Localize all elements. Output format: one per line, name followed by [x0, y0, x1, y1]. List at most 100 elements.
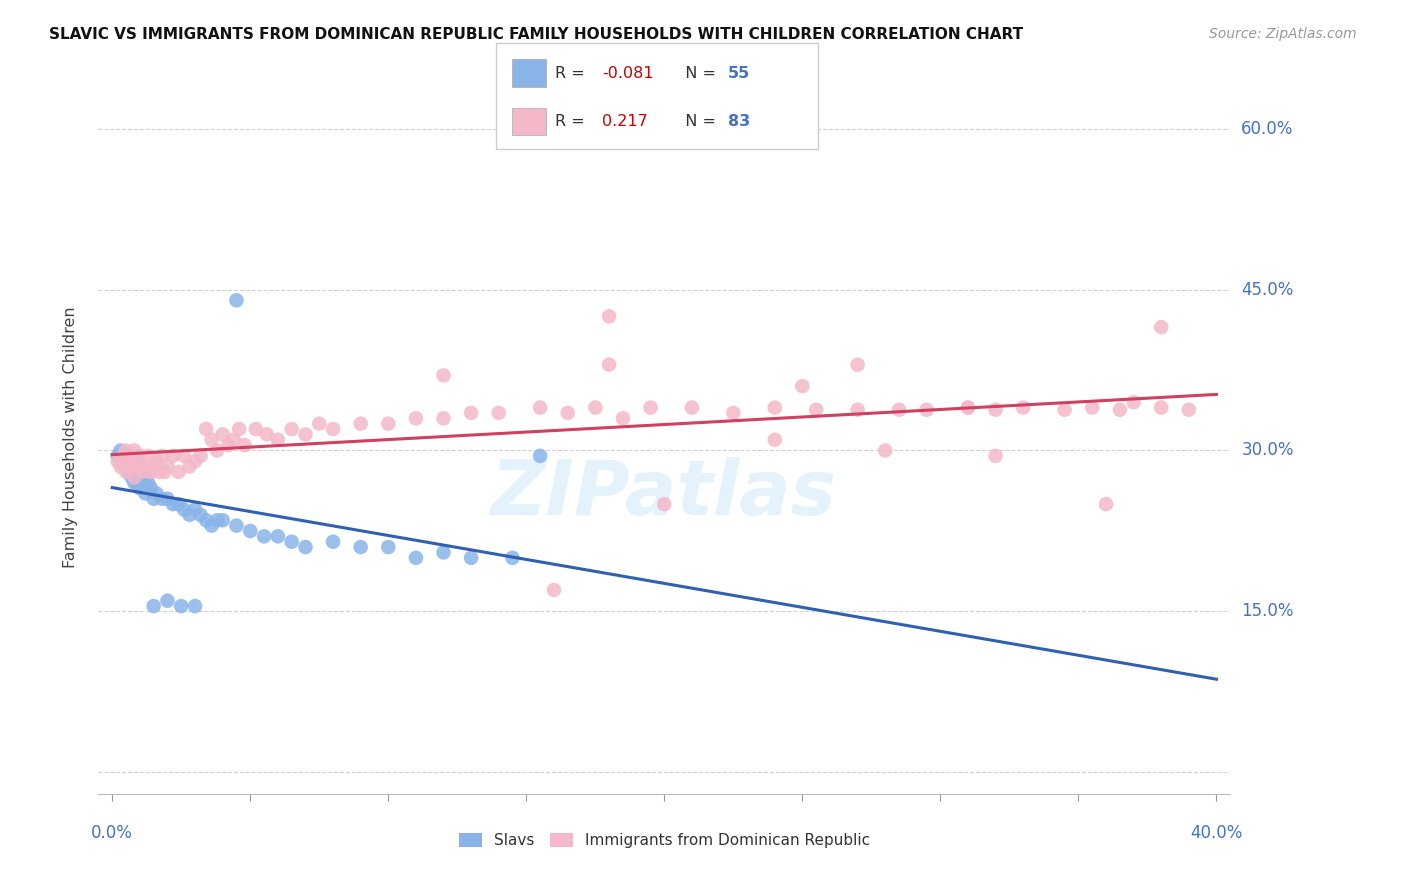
Point — [136, 475, 159, 490]
Point — [460, 550, 482, 565]
Point — [107, 454, 129, 468]
Point — [112, 449, 135, 463]
Point — [124, 465, 146, 479]
Text: SLAVIC VS IMMIGRANTS FROM DOMINICAN REPUBLIC FAMILY HOUSEHOLDS WITH CHILDREN COR: SLAVIC VS IMMIGRANTS FROM DOMINICAN REPU… — [49, 27, 1024, 42]
Point — [150, 449, 173, 463]
Point — [245, 422, 267, 436]
Point — [225, 293, 247, 308]
Point — [308, 417, 330, 431]
Point — [115, 465, 138, 479]
Point — [110, 459, 132, 474]
Text: 45.0%: 45.0% — [1241, 280, 1294, 299]
Point — [107, 449, 129, 463]
Point — [652, 497, 676, 511]
Point — [110, 443, 132, 458]
Point — [134, 459, 156, 474]
Legend: Slavs, Immigrants from Dominican Republic: Slavs, Immigrants from Dominican Republi… — [453, 827, 876, 854]
Point — [405, 411, 427, 425]
Point — [145, 454, 167, 468]
Point — [148, 465, 170, 479]
Point — [156, 593, 179, 607]
Point — [115, 449, 138, 463]
Text: -0.081: -0.081 — [602, 66, 654, 81]
Point — [405, 550, 427, 565]
Point — [184, 502, 207, 516]
Point — [723, 406, 745, 420]
Point — [612, 411, 634, 425]
Point — [681, 401, 703, 415]
Point — [124, 470, 146, 484]
Point — [124, 475, 146, 490]
Text: 0.0%: 0.0% — [91, 824, 134, 842]
Point — [228, 422, 250, 436]
Point — [145, 486, 167, 500]
Point — [128, 449, 150, 463]
Point — [173, 502, 195, 516]
Point — [1150, 401, 1173, 415]
Point — [162, 449, 184, 463]
Point — [125, 459, 148, 474]
Point — [846, 402, 869, 417]
Point — [280, 422, 302, 436]
Point — [432, 368, 454, 383]
Point — [583, 401, 606, 415]
Point — [128, 459, 150, 474]
Text: 55: 55 — [728, 66, 751, 81]
Point — [557, 406, 579, 420]
Point — [887, 402, 910, 417]
Text: 15.0%: 15.0% — [1241, 602, 1294, 621]
Text: Source: ZipAtlas.com: Source: ZipAtlas.com — [1209, 27, 1357, 41]
Point — [543, 582, 565, 597]
Point — [150, 491, 173, 506]
Point — [125, 459, 148, 474]
Point — [222, 433, 245, 447]
Point — [763, 401, 786, 415]
Point — [115, 443, 138, 458]
Point — [170, 599, 193, 613]
Point — [322, 534, 344, 549]
Point — [211, 513, 233, 527]
Point — [956, 401, 979, 415]
Text: 40.0%: 40.0% — [1191, 824, 1243, 842]
Text: 0.217: 0.217 — [602, 114, 648, 129]
Point — [792, 379, 814, 393]
Text: N =: N = — [675, 114, 721, 129]
Point — [1081, 401, 1104, 415]
Point — [118, 449, 141, 463]
Point — [124, 443, 146, 458]
Point — [350, 417, 373, 431]
Point — [190, 449, 212, 463]
Point — [190, 508, 212, 522]
Point — [134, 470, 156, 484]
Text: 83: 83 — [728, 114, 751, 129]
Point — [184, 454, 207, 468]
Point — [118, 465, 141, 479]
Point — [184, 599, 207, 613]
Y-axis label: Family Households with Children: Family Households with Children — [63, 306, 77, 568]
Point — [205, 443, 228, 458]
Point — [167, 465, 190, 479]
Point — [131, 481, 153, 495]
Point — [432, 545, 454, 559]
Point — [377, 540, 399, 554]
Point — [763, 433, 786, 447]
Point — [1095, 497, 1118, 511]
Point — [205, 513, 228, 527]
Point — [804, 402, 827, 417]
Point — [195, 513, 218, 527]
Text: 30.0%: 30.0% — [1241, 442, 1294, 459]
Point — [1122, 395, 1144, 409]
Point — [267, 433, 290, 447]
Point — [167, 497, 190, 511]
Point — [179, 459, 201, 474]
Point — [875, 443, 897, 458]
Point — [984, 449, 1007, 463]
Point — [280, 534, 302, 549]
Point — [128, 481, 150, 495]
Text: R =: R = — [555, 114, 595, 129]
Point — [156, 459, 179, 474]
Point — [131, 465, 153, 479]
Point — [460, 406, 482, 420]
Point — [529, 401, 551, 415]
Point — [1178, 402, 1201, 417]
